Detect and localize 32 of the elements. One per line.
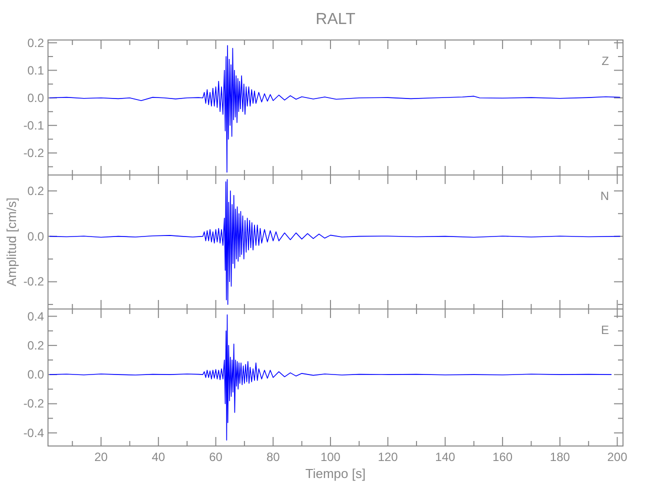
x-tick-label: 100 <box>320 450 341 464</box>
y-tick-label: 0.2 <box>27 36 44 50</box>
line-series <box>49 179 621 305</box>
y-tick-label: -0.4 <box>23 426 44 440</box>
y-tick-label: -0.2 <box>23 396 44 411</box>
y-tick-label: 0.2 <box>27 184 44 198</box>
x-tick-label: 60 <box>209 450 223 464</box>
annotation: N <box>600 189 609 203</box>
y-axis-title: Amplitud [cm/s] <box>4 198 19 286</box>
x-tick-label: 180 <box>550 450 570 464</box>
line-series <box>49 314 612 441</box>
x-axis-title: Tiempo [s] <box>305 466 366 481</box>
x-tick-label: 160 <box>492 450 513 464</box>
y-tick-label: -0.2 <box>23 274 44 289</box>
y-tick-label: 0.0 <box>27 368 44 382</box>
y-tick-label: -0.2 <box>23 146 44 160</box>
x-tick-label: 80 <box>266 450 280 464</box>
annotation: E <box>600 323 609 337</box>
y-tick-label: 0.1 <box>27 63 44 78</box>
chart-title: RALT <box>316 11 356 28</box>
x-tick-label: 120 <box>378 450 398 464</box>
x-tick-label: 40 <box>152 450 166 464</box>
x-tick-label: 20 <box>94 450 108 464</box>
y-tick-label: 0.0 <box>27 90 44 105</box>
y-tick-label: 0.4 <box>27 309 44 324</box>
y-tick-label: -0.1 <box>23 118 44 132</box>
annotation: Z <box>602 54 609 68</box>
x-tick-label: 140 <box>435 450 456 464</box>
y-tick-label: 0.0 <box>27 229 44 244</box>
x-tick-label: 200 <box>607 450 628 464</box>
line-series <box>49 45 621 173</box>
y-tick-label: 0.2 <box>27 338 44 352</box>
